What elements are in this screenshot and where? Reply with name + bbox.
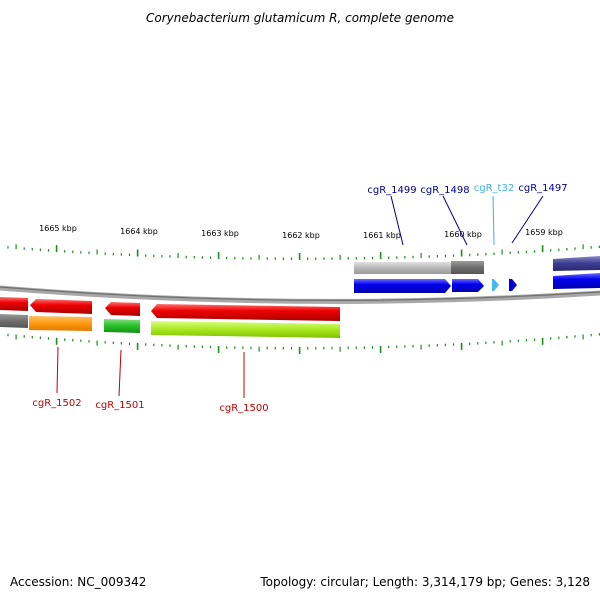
gene-label-cgR-t32[interactable]: cgR_t32 bbox=[474, 183, 514, 194]
gene-label-cgR-1501[interactable]: cgR_1501 bbox=[95, 400, 144, 411]
gene-label-cgR-1499[interactable]: cgR_1499 bbox=[367, 185, 416, 196]
feature-cgR-1503-cog[interactable] bbox=[0, 314, 28, 328]
feature-cgR-1501-cog[interactable] bbox=[104, 319, 140, 333]
gene-arrow-cgR-1501[interactable] bbox=[105, 302, 140, 316]
gene-arrow-cgR-1500[interactable] bbox=[151, 304, 340, 321]
gene-label-cgR-1497[interactable]: cgR_1497 bbox=[518, 183, 567, 194]
feature-cgR-1502-cog[interactable] bbox=[29, 316, 92, 331]
gene-label-cgR-1502[interactable]: cgR_1502 bbox=[32, 398, 81, 409]
gene-arrow-cgR-1497[interactable] bbox=[509, 279, 517, 291]
gene-label-cgR-1500[interactable]: cgR_1500 bbox=[219, 403, 268, 414]
scale-ticks-outer bbox=[7, 244, 600, 260]
scale-ticks-inner bbox=[7, 333, 600, 354]
forward-cog-row bbox=[354, 256, 600, 274]
feature-cgR-1500-cog[interactable] bbox=[151, 321, 340, 338]
gene-arrow-cgR-1499[interactable] bbox=[354, 279, 451, 293]
scale-label-1659: 1659 kbp bbox=[525, 228, 563, 237]
gene-arrow-cgR-1498[interactable] bbox=[452, 279, 484, 292]
gene-arrow-cgR-1503[interactable] bbox=[0, 297, 28, 311]
accession-text: Accession: NC_009342 bbox=[10, 575, 147, 589]
reverse-cog-row bbox=[0, 314, 340, 338]
scale-label-1665: 1665 kbp bbox=[39, 224, 77, 233]
feature-cgR-1499-cog[interactable] bbox=[354, 262, 451, 274]
scale-label-1660: 1660 kbp bbox=[444, 230, 482, 239]
gene-label-cgR-1498[interactable]: cgR_1498 bbox=[420, 185, 469, 196]
scale-label-1663: 1663 kbp bbox=[201, 229, 239, 238]
scale-label-1662: 1662 kbp bbox=[282, 231, 320, 240]
scale-label-1661: 1661 kbp bbox=[363, 231, 401, 240]
gene-arrow-cgR-1496[interactable] bbox=[553, 273, 600, 289]
genome-backbone bbox=[0, 285, 600, 304]
forward-gene-row bbox=[354, 273, 600, 293]
gene-arrow-cgR-1502[interactable] bbox=[30, 299, 92, 314]
reverse-gene-row bbox=[0, 297, 340, 321]
feature-cgR-1498-cog[interactable] bbox=[451, 261, 484, 274]
gene-arrow-cgR-t32[interactable] bbox=[492, 279, 499, 291]
genome-stats-text: Topology: circular; Length: 3,314,179 bp… bbox=[260, 575, 590, 589]
forward-gene-labels: cgR_1499 cgR_1498 cgR_t32 cgR_1497 bbox=[367, 183, 568, 246]
genome-title: Corynebacterium glutamicum R, complete g… bbox=[146, 11, 454, 25]
feature-cgR-1496-cog[interactable] bbox=[553, 256, 600, 271]
scale-label-1664: 1664 kbp bbox=[120, 227, 158, 236]
reverse-gene-labels: cgR_1502 cgR_1501 cgR_1500 bbox=[32, 346, 269, 414]
